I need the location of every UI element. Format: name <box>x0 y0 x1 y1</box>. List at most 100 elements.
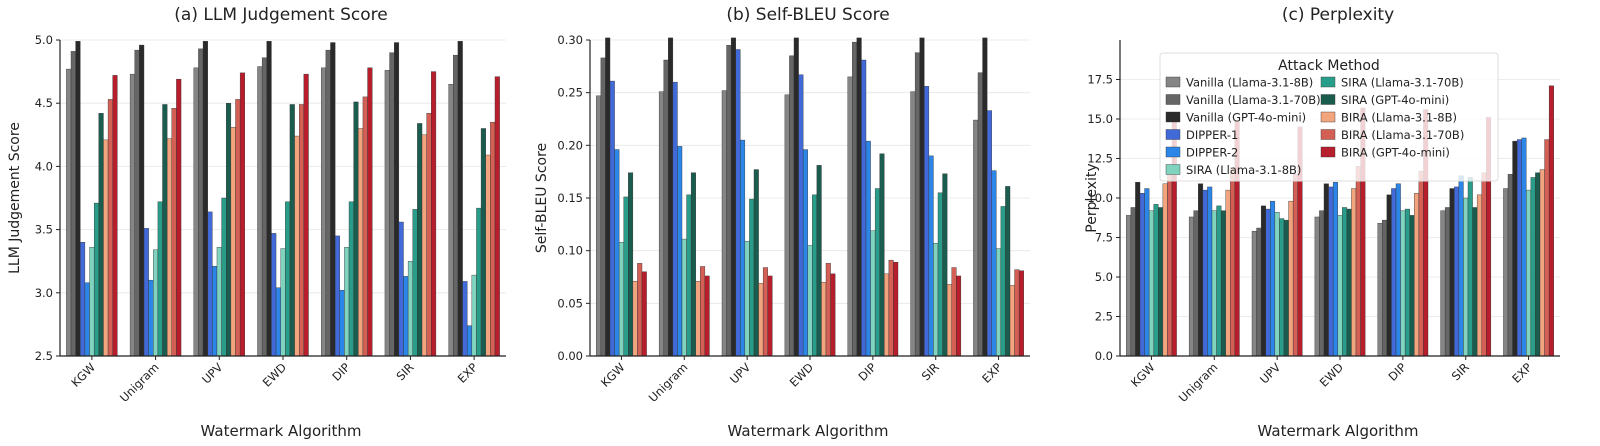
bar <box>623 196 629 357</box>
bar <box>677 146 683 357</box>
y-tick-label: 17.5 <box>1087 73 1113 87</box>
bar <box>1225 189 1231 357</box>
bar <box>865 140 871 357</box>
bar <box>798 74 804 357</box>
y-tick-label: 3.5 <box>35 223 53 237</box>
bar <box>758 283 764 357</box>
x-tick-label: DIP <box>1386 360 1410 384</box>
bar <box>870 230 876 357</box>
bar <box>235 99 241 357</box>
bar <box>628 172 634 357</box>
bar <box>672 81 678 357</box>
bar <box>1126 215 1132 357</box>
bar <box>1251 230 1257 357</box>
legend-swatch <box>1320 111 1336 123</box>
legend-label: BIRA (Llama-3.1-70B) <box>1341 128 1464 142</box>
bar <box>1292 174 1298 357</box>
bar <box>1503 188 1509 357</box>
bar <box>1481 172 1487 357</box>
bar <box>681 238 687 357</box>
bar <box>280 248 286 357</box>
bar <box>632 281 638 357</box>
x-tick-label: KGW <box>1128 360 1158 390</box>
bar <box>1530 177 1536 357</box>
bar <box>275 287 281 357</box>
legend-swatch <box>1165 164 1181 175</box>
bar <box>207 211 213 357</box>
bar <box>198 48 204 357</box>
chart-title: (a) LLM Judgement Score <box>174 5 387 25</box>
bar <box>75 41 81 357</box>
bar <box>1198 183 1204 357</box>
bar <box>271 233 277 357</box>
bar <box>1220 210 1226 357</box>
bar <box>600 57 606 357</box>
bar <box>1458 175 1464 357</box>
x-tick-label: KGW <box>68 360 98 390</box>
bar <box>1018 270 1024 357</box>
bar <box>143 228 149 357</box>
bar <box>1444 207 1450 357</box>
bar <box>285 201 291 357</box>
bar <box>103 139 109 357</box>
bar <box>996 248 1002 357</box>
bar <box>66 68 72 357</box>
bar <box>789 55 795 357</box>
bar <box>1539 169 1545 357</box>
y-tick-label: 12.5 <box>1087 152 1113 166</box>
bar <box>1260 205 1266 357</box>
bar <box>861 59 867 357</box>
bar <box>753 169 759 357</box>
bar <box>695 281 701 357</box>
bar <box>726 45 732 357</box>
bar <box>1463 197 1469 357</box>
bar <box>448 84 454 357</box>
bar <box>1351 188 1357 357</box>
bar <box>480 128 486 357</box>
bar <box>946 284 952 357</box>
bar <box>230 127 236 357</box>
bar <box>166 138 172 357</box>
bar <box>977 72 983 357</box>
x-tick-label: EWD <box>1317 360 1346 389</box>
bar <box>1211 210 1217 357</box>
bar <box>1314 216 1320 357</box>
bar <box>266 41 272 357</box>
bar <box>80 242 86 357</box>
x-tick-label: DIP <box>329 360 353 384</box>
bar <box>879 153 885 357</box>
bar <box>334 235 340 357</box>
bar <box>1158 207 1164 357</box>
bar <box>134 49 140 357</box>
bar <box>1414 193 1420 357</box>
bar <box>362 96 368 357</box>
bar <box>919 37 925 357</box>
bar <box>412 209 418 357</box>
bar <box>394 42 400 357</box>
bar <box>986 110 992 357</box>
bar <box>991 170 997 357</box>
y-axis-label: Self-BLEU Score <box>534 143 550 253</box>
x-tick-label: KGW <box>598 360 628 390</box>
bar <box>942 173 948 357</box>
y-tick-label: 7.5 <box>1095 231 1113 245</box>
bar <box>257 66 263 357</box>
bar <box>344 247 350 357</box>
x-axis-label: Watermark Algorithm <box>728 422 889 440</box>
bar <box>1279 218 1285 357</box>
bar <box>1014 269 1020 357</box>
bar <box>193 67 199 357</box>
y-tick-label: 0.00 <box>557 349 583 363</box>
y-tick-label: 5.0 <box>35 33 53 47</box>
bar <box>1288 200 1294 357</box>
bar <box>353 101 359 357</box>
bar <box>893 262 899 357</box>
bar <box>910 91 916 357</box>
bar <box>1449 188 1455 357</box>
bar <box>490 121 496 357</box>
legend-swatch <box>1165 94 1181 105</box>
y-tick-label: 4.0 <box>35 159 53 173</box>
bar <box>690 172 696 357</box>
bar <box>325 49 331 357</box>
bar <box>956 275 962 357</box>
